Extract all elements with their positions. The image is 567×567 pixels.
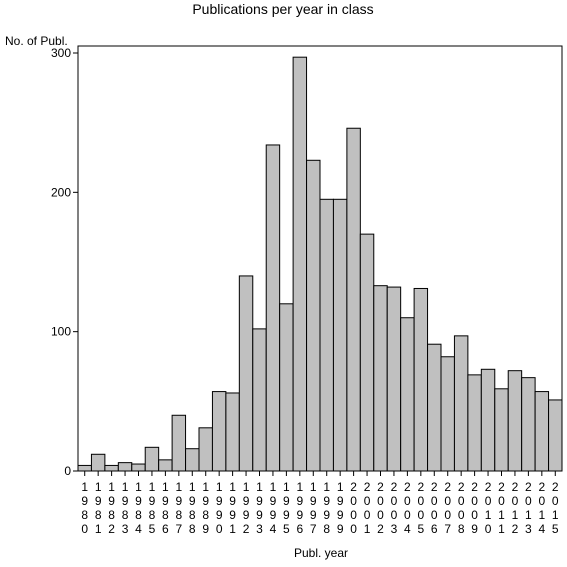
y-tick-label: 300 [51,46,71,60]
x-axis-label: Publ. year [294,546,348,560]
bar-1995 [279,303,294,472]
bar-1992 [238,275,254,472]
bar-1993 [252,328,267,472]
bar-1987 [171,414,187,472]
y-axis-label: No. of Publ. [5,34,68,48]
y-tick-label: 200 [51,185,71,199]
bar-1994 [265,144,281,472]
x-axis: 1 9 8 0 1 9 8 1 1 9 8 2 1 9 8 3 1 9 8 4 1 9 8 5 1 9 8 6 1 9 8 7 1 9 8 8 1 9 8 9… [81,471,559,536]
chart-title: Publications per year in class [192,1,373,17]
bar-1984 [131,463,146,472]
bar-2003 [386,286,402,472]
bar-1980 [77,464,92,472]
bar-2012 [507,370,523,472]
bar-2011 [494,388,509,472]
bar-2014 [534,391,550,472]
bar-1998 [319,198,334,472]
y-tick-label: 0 [64,464,71,478]
bar-2013 [521,377,536,472]
bars [77,56,563,472]
bar-2002 [373,285,388,472]
bar-1990 [211,391,227,472]
bar-1983 [117,462,133,472]
bar-2004 [400,317,415,472]
bar-2008 [453,335,469,472]
bar-1989 [198,427,213,472]
bar-1991 [225,392,240,472]
bar-2000 [346,127,361,472]
bar-1999 [332,198,348,472]
bar-2006 [427,343,442,472]
bar-1982 [104,464,119,472]
bar-1981 [90,453,106,472]
bar-2009 [467,374,482,472]
y-tick-label: 100 [51,325,71,339]
bar-2010 [480,368,496,472]
bar-2001 [359,233,375,472]
bar-2007 [440,356,455,472]
bar-1997 [306,159,321,472]
plot-frame [77,45,563,472]
bar-1996 [292,56,308,472]
bar-1988 [185,448,200,472]
bar-2005 [413,287,429,472]
bar-2015 [548,399,563,472]
bar-1986 [158,459,173,472]
y-axis: 0 100 200 300 [51,46,78,478]
bar-1985 [144,446,160,472]
